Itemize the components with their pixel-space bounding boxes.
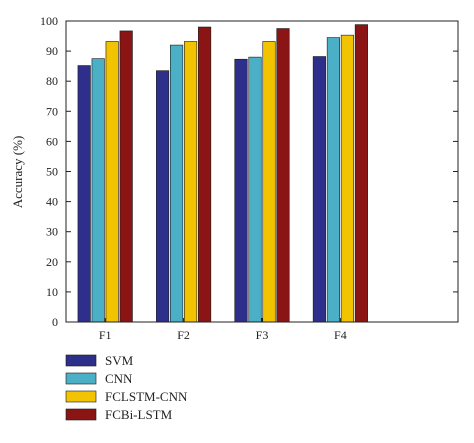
bar-fclstm-cnn-f4 <box>340 34 354 323</box>
legend-label-fclstm-cnn: FCLSTM-CNN <box>105 389 188 404</box>
x-tick-label-f2: F2 <box>177 328 190 342</box>
bar-svm-f4 <box>312 56 326 323</box>
legend-swatch-fcbi-lstm <box>65 408 97 421</box>
y-tick-label-90: 90 <box>46 44 58 58</box>
y-tick-label-30: 30 <box>46 225 58 239</box>
bar-svm-f2 <box>156 70 170 323</box>
legend-swatch-cnn <box>65 372 97 385</box>
bar-fcbi-lstm-f1 <box>119 30 133 323</box>
y-tick-label-0: 0 <box>52 315 58 329</box>
y-tick-label-40: 40 <box>46 195 58 209</box>
x-tick-label-f3: F3 <box>256 328 269 342</box>
bar-fcbi-lstm-f3 <box>276 28 290 323</box>
y-tick-label-100: 100 <box>40 14 58 28</box>
y-tick-label-60: 60 <box>46 134 58 148</box>
x-tick-label-f1: F1 <box>99 328 112 342</box>
y-tick-label-20: 20 <box>46 255 58 269</box>
x-tick-label-f4: F4 <box>334 328 347 342</box>
legend-label-fcbi-lstm: FCBi-LSTM <box>105 407 173 422</box>
y-tick-label-10: 10 <box>46 285 58 299</box>
legend: SVM CNN FCLSTM-CNN FCBi-LSTM <box>65 353 188 422</box>
bar-svm-f1 <box>77 65 91 323</box>
bars-group <box>77 24 368 323</box>
bar-svm-f3 <box>234 58 248 323</box>
axes-group: F1 F2 F3 F4 0 10 20 30 40 50 60 70 80 90 100 <box>40 14 459 342</box>
legend-swatch-fclstm-cnn <box>65 390 97 403</box>
y-tick-label-50: 50 <box>46 165 58 179</box>
legend-label-svm: SVM <box>105 353 134 368</box>
bar-cnn-f1 <box>91 58 105 323</box>
y-tick-label-80: 80 <box>46 74 58 88</box>
bar-cnn-f3 <box>248 56 262 323</box>
bar-fclstm-cnn-f1 <box>105 41 119 323</box>
bar-fcbi-lstm-f4 <box>354 24 368 323</box>
bar-fclstm-cnn-f2 <box>184 41 198 323</box>
legend-label-cnn: CNN <box>105 371 133 386</box>
bar-cnn-f2 <box>170 44 184 323</box>
y-tick-label-70: 70 <box>46 104 58 118</box>
bar-fcbi-lstm-f2 <box>198 26 212 323</box>
y-axis-title: Accuracy (%) <box>10 136 25 209</box>
legend-swatch-svm <box>65 354 97 367</box>
bar-cnn-f4 <box>326 37 340 323</box>
bar-fclstm-cnn-f3 <box>262 41 276 323</box>
